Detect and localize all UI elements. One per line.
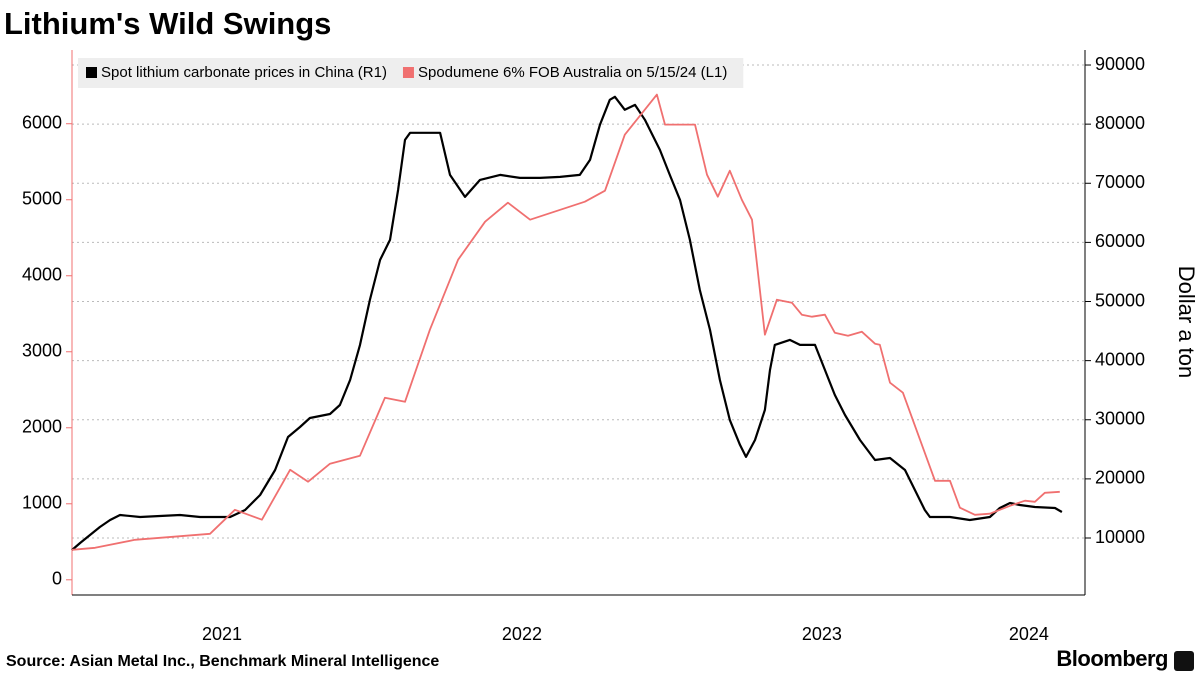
y-tick-label: 5000 [22,188,62,208]
y2-tick-label: 20000 [1095,468,1145,488]
y-tick-label: 2000 [22,417,62,437]
x-tick-label: 2023 [802,624,842,644]
legend-label: Spot lithium carbonate prices in China (… [101,64,387,81]
y2-tick-label: 60000 [1095,231,1145,251]
y2-tick-label: 30000 [1095,409,1145,429]
y-tick-label: 3000 [22,341,62,361]
series-line [71,95,1063,551]
y2-tick-label: 10000 [1095,527,1145,547]
y2-tick-label: 50000 [1095,290,1145,310]
legend-swatch [86,67,97,78]
x-tick-label: 2024 [1009,624,1049,644]
y2-tick-label: 90000 [1095,54,1145,74]
legend-swatch [402,67,414,78]
y-tick-label: 0 [52,569,62,589]
x-tick-label: 2021 [202,624,242,644]
y2-axis-label: Dollar a ton [1174,266,1199,379]
chart-title: Lithium's Wild Swings [4,6,331,41]
y2-tick-label: 70000 [1095,172,1145,192]
brand-icon [1174,651,1194,671]
y-tick-label: 6000 [22,112,62,132]
y2-tick-label: 40000 [1095,349,1145,369]
series-line [71,93,1060,551]
y2-tick-label: 80000 [1095,113,1145,133]
y-tick-label: 4000 [22,265,62,285]
y-tick-label: 1000 [22,493,62,513]
source: Source: Asian Metal Inc., Benchmark Mine… [6,653,439,670]
brand: Bloomberg [1056,646,1168,671]
x-tick-label: 2022 [502,624,542,644]
legend-label: Spodumene 6% FOB Australia on 5/15/24 (L… [418,64,727,81]
legend: Spot lithium carbonate prices in China (… [78,58,744,88]
